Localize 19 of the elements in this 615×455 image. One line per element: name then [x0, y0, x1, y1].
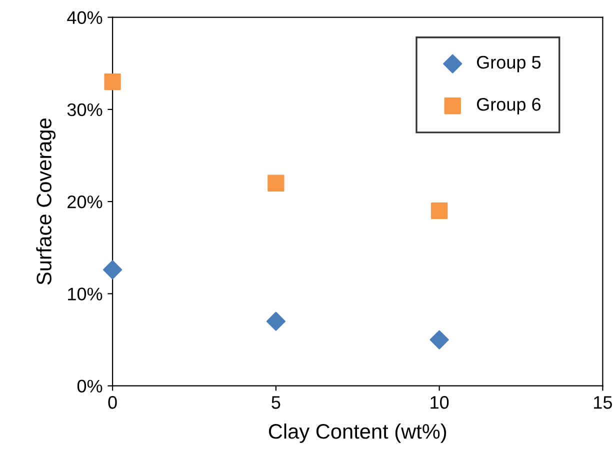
x-tick-label: 0: [108, 396, 117, 409]
y-tick-label: 20%: [68, 196, 102, 208]
legend-label: Group 6: [476, 98, 541, 114]
y-tick-label: 0%: [77, 380, 102, 393]
x-axis-title: Clay Content (wt%): [268, 424, 446, 443]
y-tick-label: 10%: [68, 288, 102, 300]
x-tick-label: 5: [272, 396, 280, 409]
point: [103, 260, 122, 280]
y-tick-label: 40%: [67, 11, 102, 24]
point: [430, 330, 449, 350]
y-axis-title: Surface Coverage: [36, 118, 56, 285]
point: [268, 174, 284, 192]
point: [104, 73, 121, 90]
legend-label: Group 5: [476, 56, 541, 72]
x-tick-label: 15: [594, 396, 612, 409]
point: [430, 202, 448, 220]
point: [266, 312, 286, 331]
y-tick-label: 30%: [67, 103, 102, 116]
x-tick-label: 10: [430, 396, 449, 409]
